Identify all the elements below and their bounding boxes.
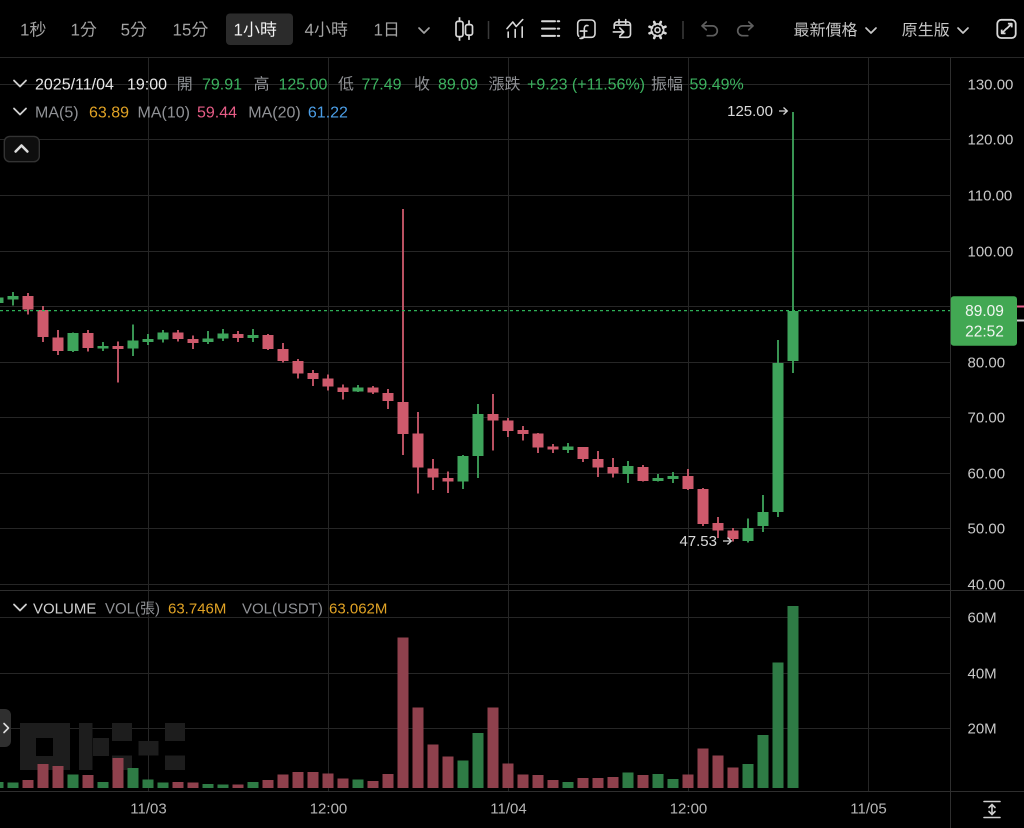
svg-text:100.00: 100.00 (968, 244, 1014, 261)
svg-text:63.062M: 63.062M (329, 601, 387, 618)
svg-text:MA(5): MA(5) (35, 105, 79, 122)
svg-text:89.09: 89.09 (438, 77, 478, 94)
svg-text:110.00: 110.00 (968, 188, 1013, 205)
svg-text:22:52: 22:52 (965, 324, 1004, 341)
svg-text:50.00: 50.00 (968, 521, 1006, 538)
svg-text:63.89: 63.89 (89, 105, 129, 122)
svg-text:MA(20): MA(20) (248, 105, 300, 122)
svg-text:60M: 60M (968, 610, 997, 627)
svg-text:61.22: 61.22 (308, 105, 348, 122)
svg-text:12:00: 12:00 (670, 801, 708, 818)
svg-text:47.53: 47.53 (679, 533, 717, 550)
svg-text:130.00: 130.00 (968, 77, 1014, 94)
svg-text:89.09: 89.09 (965, 303, 1004, 320)
svg-text:MA(10): MA(10) (138, 105, 190, 122)
svg-text:80.00: 80.00 (968, 355, 1006, 372)
svg-text:20M: 20M (968, 721, 997, 738)
svg-text:VOL(USDT): VOL(USDT) (242, 601, 323, 618)
svg-text:11/05: 11/05 (850, 801, 886, 818)
svg-text:11/04: 11/04 (490, 801, 526, 818)
svg-text:19:00: 19:00 (127, 77, 167, 94)
svg-text:63.746M: 63.746M (168, 601, 226, 618)
svg-text:11/03: 11/03 (130, 801, 166, 818)
svg-text:59.49%: 59.49% (690, 77, 744, 94)
svg-text:77.49: 77.49 (362, 77, 402, 94)
svg-text:79.91: 79.91 (202, 77, 242, 94)
svg-text:125.00: 125.00 (279, 77, 328, 94)
svg-text:70.00: 70.00 (968, 410, 1006, 427)
svg-text:2025/11/04: 2025/11/04 (35, 77, 114, 94)
svg-text:12:00: 12:00 (310, 801, 348, 818)
svg-text:VOLUME: VOLUME (33, 601, 96, 618)
svg-text:59.44: 59.44 (197, 105, 237, 122)
svg-text:+9.23 (+11.56%): +9.23 (+11.56%) (527, 77, 645, 94)
svg-text:40M: 40M (968, 666, 997, 683)
svg-text:40.00: 40.00 (968, 577, 1006, 594)
svg-text:60.00: 60.00 (968, 466, 1006, 483)
svg-text:120.00: 120.00 (968, 132, 1014, 149)
svg-text:125.00: 125.00 (727, 103, 773, 120)
